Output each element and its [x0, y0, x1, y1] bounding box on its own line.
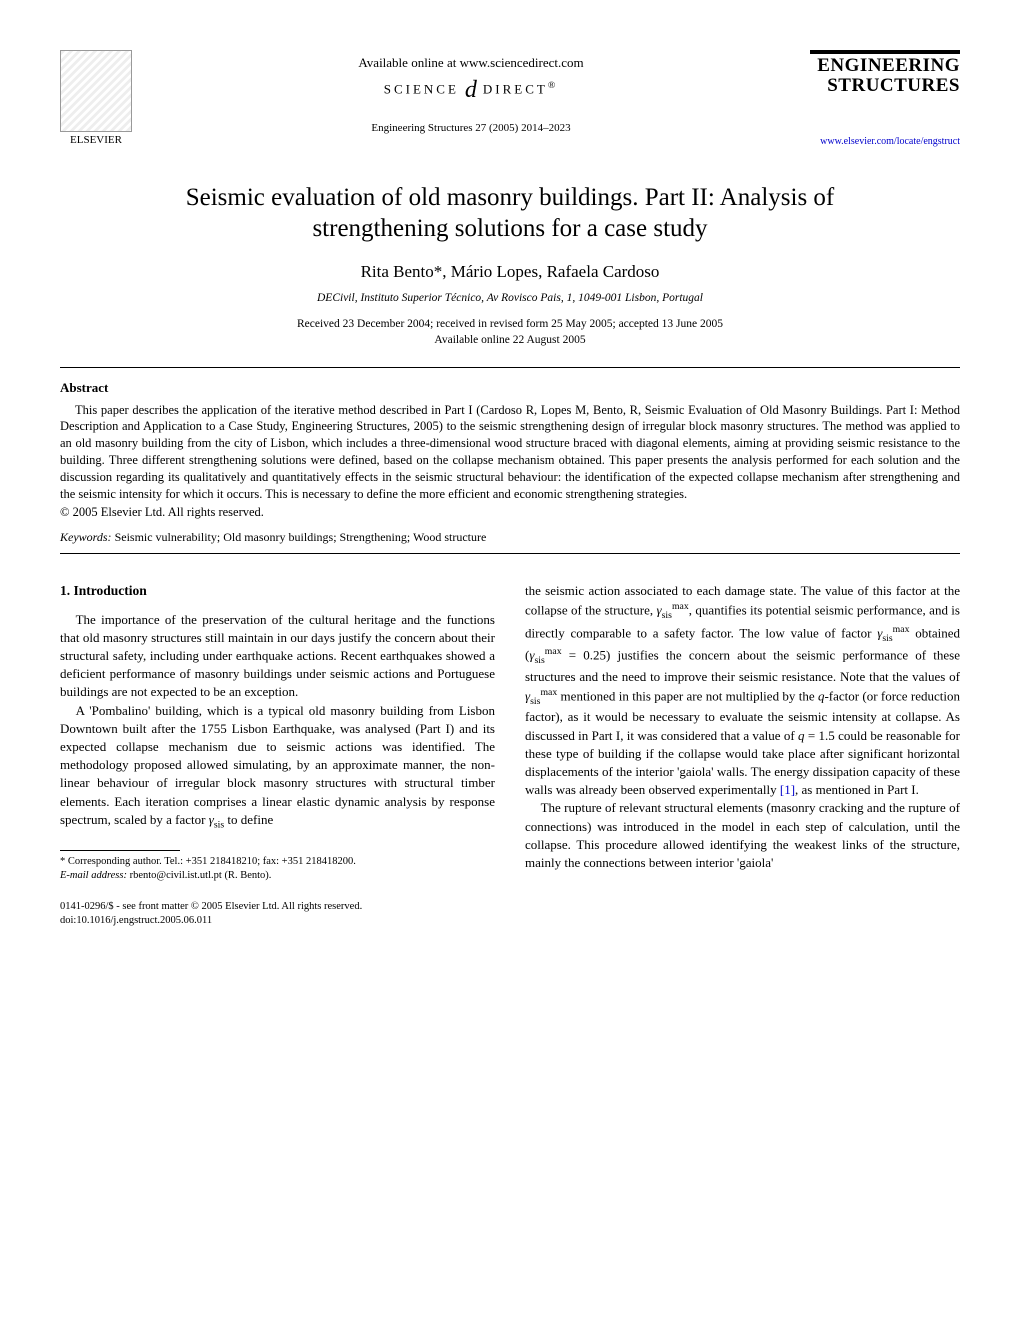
- section-1-heading: 1. Introduction: [60, 582, 495, 601]
- keywords-line: Keywords: Seismic vulnerability; Old mas…: [60, 530, 960, 545]
- available-date: Available online 22 August 2005: [434, 334, 585, 346]
- abstract-body: This paper describes the application of …: [60, 402, 960, 503]
- journal-title: ENGINEERINGSTRUCTURES: [810, 56, 960, 96]
- copyright-line: © 2005 Elsevier Ltd. All rights reserved…: [60, 505, 960, 520]
- publisher-block: ELSEVIER: [60, 50, 132, 146]
- journal-url-link[interactable]: www.elsevier.com/locate/engstruct: [810, 136, 960, 147]
- corresponding-author-footnote: * Corresponding author. Tel.: +351 21841…: [60, 855, 495, 882]
- rule-below-abstract: [60, 553, 960, 554]
- affiliation: DECivil, Instituto Superior Técnico, Av …: [60, 292, 960, 304]
- body-columns: 1. Introduction The importance of the pr…: [60, 582, 960, 928]
- intro-para-1: The importance of the preservation of th…: [60, 611, 495, 702]
- article-title: Seismic evaluation of old masonry buildi…: [140, 182, 880, 245]
- col2-para-1: the seismic action associated to each da…: [525, 582, 960, 800]
- footnote-rule: [60, 850, 180, 851]
- center-header: Available online at www.sciencedirect.co…: [132, 50, 810, 134]
- issn-line: 0141-0296/$ - see front matter © 2005 El…: [60, 900, 495, 914]
- journal-block: ENGINEERINGSTRUCTURES www.elsevier.com/l…: [810, 50, 960, 147]
- science-direct-logo: SCIENCE d DIRECT®: [132, 77, 810, 104]
- footnote-corr: * Corresponding author. Tel.: +351 21841…: [60, 855, 495, 869]
- front-matter-info: 0141-0296/$ - see front matter © 2005 El…: [60, 900, 495, 927]
- rule-above-abstract: [60, 367, 960, 368]
- footnote-email: E-mail address: rbento@civil.ist.utl.pt …: [60, 869, 495, 883]
- sd-left: SCIENCE: [384, 81, 459, 96]
- column-left: 1. Introduction The importance of the pr…: [60, 582, 495, 928]
- sd-d-icon: d: [459, 77, 483, 103]
- available-online-text: Available online at www.sciencedirect.co…: [132, 55, 810, 71]
- doi-line: doi:10.1016/j.engstruct.2005.06.011: [60, 914, 495, 928]
- received-date: Received 23 December 2004; received in r…: [297, 318, 723, 330]
- elsevier-tree-icon: [60, 50, 132, 132]
- sd-right: DIRECT: [483, 81, 548, 96]
- authors-line: Rita Bento*, Mário Lopes, Rafaela Cardos…: [60, 262, 960, 282]
- article-dates: Received 23 December 2004; received in r…: [60, 316, 960, 348]
- abstract-heading: Abstract: [60, 380, 960, 396]
- page-header: ELSEVIER Available online at www.science…: [60, 50, 960, 147]
- column-right: the seismic action associated to each da…: [525, 582, 960, 928]
- keywords-values: Seismic vulnerability; Old masonry build…: [112, 530, 487, 544]
- intro-para-2: A 'Pombalino' building, which is a typic…: [60, 702, 495, 832]
- journal-reference: Engineering Structures 27 (2005) 2014–20…: [132, 122, 810, 134]
- col2-para-2: The rupture of relevant structural eleme…: [525, 799, 960, 872]
- publisher-label: ELSEVIER: [60, 134, 132, 146]
- ref-1-link[interactable]: [1]: [780, 782, 795, 797]
- keywords-label: Keywords:: [60, 530, 112, 544]
- journal-title-rule: [810, 50, 960, 54]
